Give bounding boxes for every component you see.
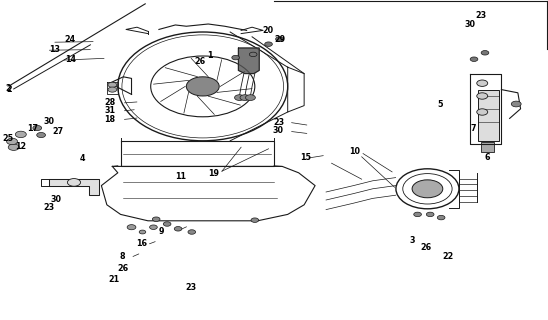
Text: 1: 1 <box>207 51 213 60</box>
Text: 12: 12 <box>15 142 26 151</box>
Text: 30: 30 <box>465 20 476 28</box>
Text: 11: 11 <box>175 172 186 181</box>
Circle shape <box>108 82 117 87</box>
Text: 23: 23 <box>476 11 487 20</box>
Circle shape <box>477 80 488 86</box>
Text: 21: 21 <box>109 275 119 284</box>
Circle shape <box>246 95 255 100</box>
Text: 23: 23 <box>44 203 55 212</box>
Text: 23: 23 <box>185 283 196 292</box>
Text: 26: 26 <box>195 57 206 66</box>
Text: 5: 5 <box>437 100 443 109</box>
Bar <box>481 142 494 152</box>
Text: 29: 29 <box>274 35 285 44</box>
Text: 18: 18 <box>104 115 115 124</box>
Text: 10: 10 <box>350 147 361 156</box>
Text: 17: 17 <box>27 124 38 133</box>
Circle shape <box>477 109 488 115</box>
Text: 23: 23 <box>273 118 284 127</box>
Text: 3: 3 <box>410 236 415 245</box>
Text: 4: 4 <box>79 154 85 163</box>
Circle shape <box>174 227 182 231</box>
Circle shape <box>437 215 445 220</box>
Text: 16: 16 <box>136 239 147 248</box>
Circle shape <box>412 180 443 198</box>
Text: 30: 30 <box>273 126 284 135</box>
Circle shape <box>15 131 26 138</box>
Circle shape <box>37 132 45 138</box>
Text: 30: 30 <box>50 195 61 204</box>
Text: 31: 31 <box>104 106 115 115</box>
Text: 8: 8 <box>119 252 125 261</box>
Circle shape <box>265 42 272 46</box>
Circle shape <box>470 57 478 61</box>
Text: 30: 30 <box>44 117 55 126</box>
Circle shape <box>249 52 257 57</box>
Text: 2: 2 <box>5 84 11 93</box>
Polygon shape <box>49 179 99 195</box>
Text: 19: 19 <box>208 169 219 178</box>
Text: 2: 2 <box>7 85 12 94</box>
Circle shape <box>251 218 259 222</box>
Circle shape <box>8 144 19 150</box>
Circle shape <box>139 230 146 234</box>
Circle shape <box>163 222 171 226</box>
Text: 25: 25 <box>3 134 14 143</box>
Circle shape <box>232 55 239 60</box>
Text: 20: 20 <box>262 26 273 35</box>
Circle shape <box>477 93 488 99</box>
Circle shape <box>127 225 136 230</box>
Circle shape <box>240 95 250 100</box>
Circle shape <box>150 225 157 229</box>
Text: 6: 6 <box>485 153 490 162</box>
Circle shape <box>7 138 18 145</box>
Circle shape <box>186 77 219 96</box>
Text: 15: 15 <box>300 153 311 162</box>
Text: 28: 28 <box>104 98 116 107</box>
Circle shape <box>426 212 434 217</box>
Text: 9: 9 <box>159 227 164 236</box>
Polygon shape <box>238 48 259 74</box>
Circle shape <box>414 212 421 217</box>
Circle shape <box>67 179 81 186</box>
Circle shape <box>481 51 489 55</box>
Text: 7: 7 <box>470 124 476 133</box>
Text: 26: 26 <box>421 243 432 252</box>
Circle shape <box>108 87 117 92</box>
Circle shape <box>188 230 196 234</box>
Text: 14: 14 <box>65 55 76 64</box>
Text: 22: 22 <box>443 252 454 261</box>
Circle shape <box>276 37 283 41</box>
Bar <box>478 90 499 141</box>
Text: 27: 27 <box>52 127 63 136</box>
Text: 13: 13 <box>49 45 60 54</box>
Circle shape <box>511 101 521 107</box>
Text: 24: 24 <box>65 35 76 44</box>
Text: 26: 26 <box>118 264 129 273</box>
Circle shape <box>235 95 244 100</box>
Circle shape <box>152 217 160 221</box>
Circle shape <box>33 125 42 131</box>
